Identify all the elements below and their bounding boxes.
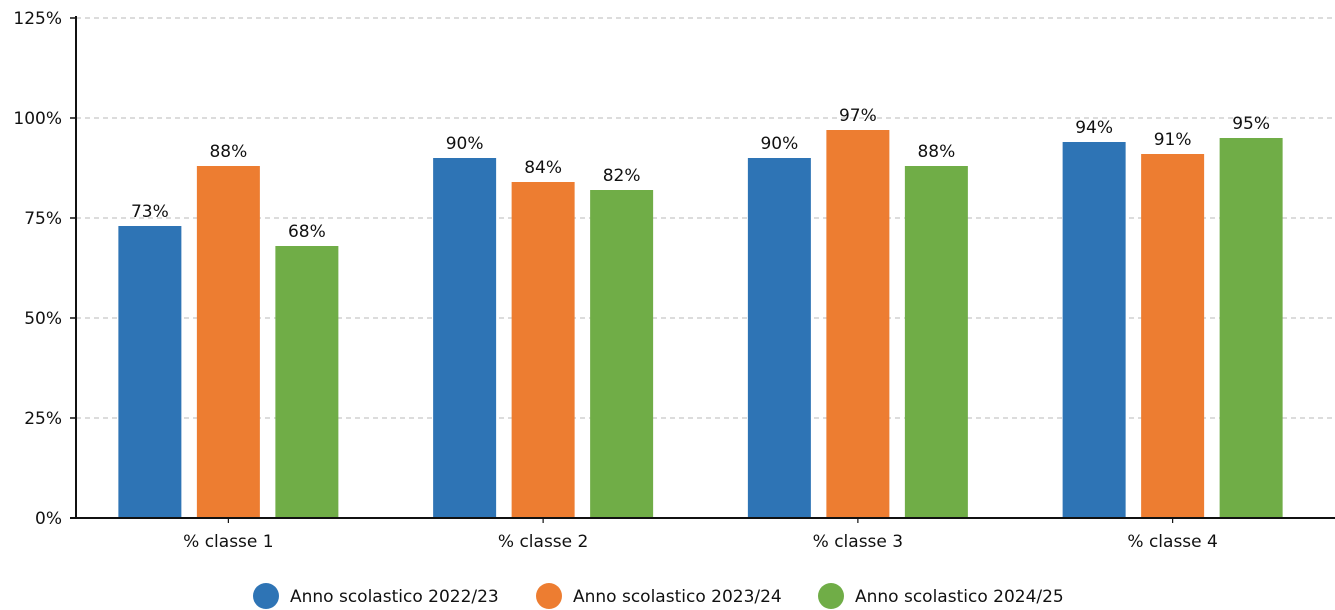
- legend: Anno scolastico 2022/23 Anno scolastico 2…: [253, 583, 1064, 609]
- bar-data-label: 68%: [288, 222, 326, 242]
- bar-data-label: 90%: [446, 134, 484, 154]
- bar-data-labels: 73% 88% 68% 90% 84% 82% 90% 97% 88% 94% 91% 95%: [131, 106, 1270, 242]
- bar-data-label: 94%: [1075, 118, 1113, 138]
- y-tick-label: 125%: [13, 9, 62, 29]
- bar: [747, 158, 811, 518]
- bar: [1062, 142, 1126, 518]
- bar: [590, 190, 654, 518]
- legend-marker: [253, 583, 279, 609]
- x-axis-tick-labels: % classe 1 % classe 2 % classe 3 % classe 4: [183, 518, 1218, 552]
- x-tick-label: % classe 3: [813, 532, 903, 552]
- bar: [826, 130, 890, 518]
- legend-marker: [536, 583, 562, 609]
- y-tick-label: 50%: [24, 309, 62, 329]
- bar-data-label: 90%: [760, 134, 798, 154]
- legend-label: Anno scolastico 2024/25: [855, 587, 1064, 607]
- bar-data-label: 88%: [209, 142, 247, 162]
- bar-data-label: 97%: [839, 106, 877, 126]
- y-tick-label: 0%: [35, 509, 62, 529]
- bar: [433, 158, 497, 518]
- bar-data-label: 73%: [131, 202, 169, 222]
- bar: [196, 166, 260, 518]
- legend-label: Anno scolastico 2022/23: [290, 587, 499, 607]
- y-tick-label: 25%: [24, 409, 62, 429]
- bar-data-label: 95%: [1232, 114, 1270, 134]
- y-tick-label: 100%: [13, 109, 62, 129]
- bar: [511, 182, 575, 518]
- legend-label: Anno scolastico 2023/24: [573, 587, 782, 607]
- y-axis-ticks: 0% 25% 50% 75% 100% 125%: [13, 9, 76, 529]
- bar-data-label: 88%: [917, 142, 955, 162]
- x-tick-label: % classe 2: [498, 532, 588, 552]
- bars: [118, 130, 1283, 518]
- bar: [1219, 138, 1283, 518]
- bar: [904, 166, 968, 518]
- y-tick-label: 75%: [24, 209, 62, 229]
- legend-marker: [818, 583, 844, 609]
- bar: [118, 226, 182, 518]
- x-tick-label: % classe 1: [183, 532, 273, 552]
- bar-data-label: 91%: [1154, 130, 1192, 150]
- bar: [275, 246, 339, 518]
- x-tick-label: % classe 4: [1127, 532, 1217, 552]
- bar: [1141, 154, 1205, 518]
- bar-data-label: 84%: [524, 158, 562, 178]
- bar-data-label: 82%: [603, 166, 641, 186]
